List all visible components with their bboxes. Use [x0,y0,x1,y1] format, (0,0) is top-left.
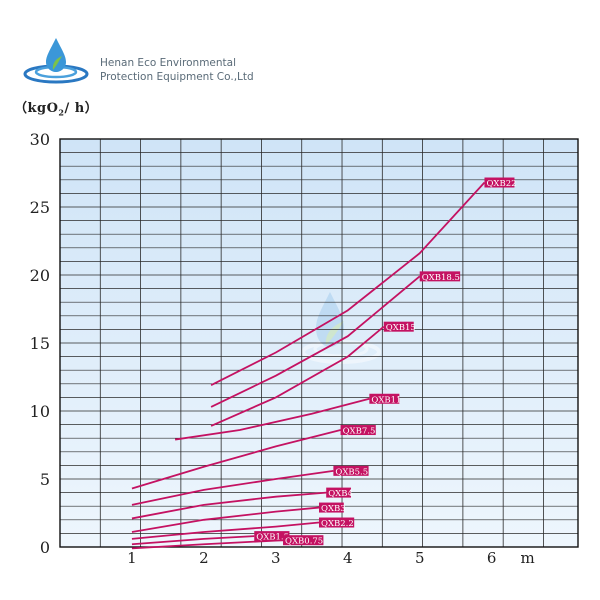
x-tick-label: 2 [199,549,209,567]
series-label: QXB5.5 [335,467,368,477]
series-label-bg [369,393,400,404]
series-label: QXB4 [328,489,353,499]
series-line [131,469,334,506]
series-label: QXB1.5 [256,533,289,543]
series-line [131,539,284,550]
series-label: QXB15 [386,323,416,333]
series-label-bg [319,502,344,513]
series-label-bg [383,321,414,332]
y-tick-label: 30 [30,130,50,149]
series-line [174,397,370,441]
series-line [210,275,421,408]
x-tick-label: 6 [487,549,497,567]
series-label: QXB3 [321,504,346,514]
company-name-line1: Henan Eco Environmental [100,57,237,69]
y-tick-label: 20 [30,266,50,285]
company-name: Henan Eco Environmental Protection Equip… [100,56,254,84]
series-label-bg [340,425,376,436]
series-line [131,535,255,546]
unit-prefix: （kgO [14,101,59,116]
water-drop-ripple-icon [23,38,89,84]
series-label-bg [283,535,324,546]
unit-subscript: 2 [58,107,65,118]
y-tick-label: 10 [30,402,50,421]
series-line [131,506,320,533]
y-tick-label: 25 [30,198,50,217]
series-label-bg [333,465,369,476]
series-label-bg [319,517,355,528]
y-tick-label: 0 [40,538,50,557]
series-label: QXB22 [486,179,516,189]
watermark-logo-icon [301,292,381,364]
y-tick-label: 15 [30,334,50,353]
series-line [210,325,385,427]
plot-border [59,138,579,548]
series-line [131,491,327,520]
series-line [131,521,320,540]
unit-suffix: / h） [64,101,99,116]
series-label: QXB0.75 [285,537,323,547]
x-axis-label: m [521,549,535,567]
x-tick-label: 5 [415,549,425,567]
series-label-bg [326,487,351,498]
company-name-line2: Protection Equipment Co.,Ltd [100,71,254,83]
series-label: QXB7.5 [343,427,376,437]
x-tick-label: 1 [127,549,137,567]
y-tick-label: 5 [40,470,50,489]
series-label-bg [419,271,461,282]
series-label: QXB18.5 [422,273,460,283]
series-label-bg [254,531,290,542]
series-line [210,181,486,386]
x-tick-label: 3 [271,549,281,567]
series-label: QXB2.2 [321,519,354,529]
x-tick-label: 4 [343,549,353,567]
series-label: QXB11 [371,395,401,405]
series-line [131,429,341,490]
series-label-bg [484,177,515,188]
y-axis-unit-label: （kgO2/ h） [14,97,98,118]
